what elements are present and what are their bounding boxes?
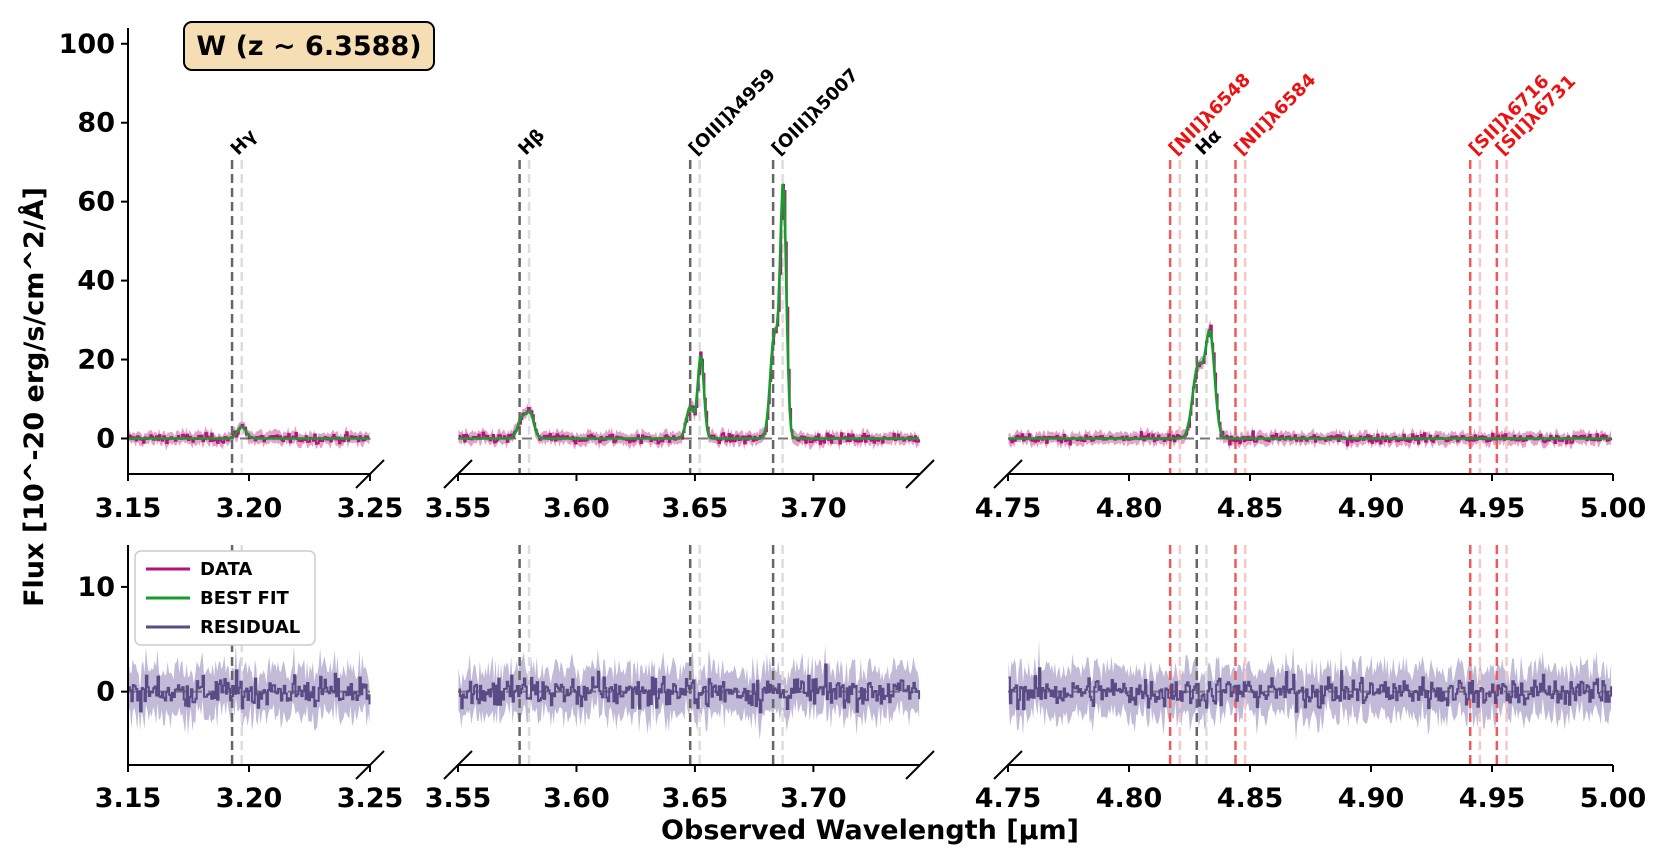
residual-error-band	[128, 643, 370, 736]
x-tick-label: 3.55	[425, 493, 492, 524]
data-error-band	[1008, 319, 1612, 451]
x-tick-label: 4.75	[975, 783, 1042, 814]
legend-label-best-fit: BEST FIT	[200, 588, 290, 609]
y-tick-label: 0	[96, 423, 115, 454]
x-tick-label: 3.15	[95, 783, 162, 814]
x-tick-label: 4.95	[1459, 783, 1526, 814]
x-tick-label: 3.60	[543, 493, 610, 524]
emission-line-label: [OIII]λ4959	[685, 65, 780, 160]
residual-series-line	[128, 669, 371, 713]
best-fit-line	[1008, 328, 1612, 440]
x-tick-label: 4.90	[1338, 493, 1405, 524]
axis-break-marker	[905, 750, 935, 780]
x-tick-label: 4.90	[1338, 783, 1405, 814]
y-tick-label: 80	[77, 108, 115, 139]
x-tick-label: 4.80	[1096, 493, 1163, 524]
spectrum-curves	[128, 183, 1613, 714]
residual-error-band	[1008, 639, 1612, 741]
legend-label-data: DATA	[200, 559, 252, 580]
axis-break-marker	[905, 459, 935, 489]
x-tick-label: 4.85	[1217, 493, 1284, 524]
legend-frame	[134, 550, 316, 646]
x-axis-title: Observed Wavelength [μm]	[661, 815, 1079, 846]
x-tick-label: 4.95	[1459, 493, 1526, 524]
x-tick-label: 3.15	[95, 493, 162, 524]
emission-line-label: Hβ	[514, 125, 549, 160]
x-tick-label: 5.00	[1580, 493, 1647, 524]
axis-break-marker	[355, 459, 385, 489]
x-tick-label: 3.60	[543, 783, 610, 814]
residual-series-line	[458, 663, 921, 714]
y-tick-label: 60	[77, 187, 115, 218]
y-tick-label: 0	[96, 677, 115, 708]
x-tick-label: 3.25	[337, 783, 404, 814]
axis-break-marker	[993, 750, 1023, 780]
legend-label-residual: RESIDUAL	[200, 617, 300, 638]
x-tick-label: 4.75	[975, 493, 1042, 524]
y-tick-label: 10	[77, 572, 115, 603]
error-bands	[128, 178, 1612, 741]
y-tick-label: 40	[77, 266, 115, 297]
axis-break-marker	[355, 750, 385, 780]
x-tick-label: 5.00	[1580, 783, 1647, 814]
x-tick-label: 4.85	[1217, 783, 1284, 814]
x-tick-label: 3.25	[337, 493, 404, 524]
x-tick-label: 3.65	[662, 783, 729, 814]
best-fit-line	[128, 425, 370, 440]
axis-break-marker	[443, 750, 473, 780]
y-axis-title: Flux [10^-20 erg/s/cm^2/Å]	[18, 187, 50, 607]
data-series-line	[1008, 324, 1613, 447]
axis-break-marker	[443, 459, 473, 489]
x-tick-label: 3.20	[216, 493, 283, 524]
x-tick-label: 3.70	[780, 493, 847, 524]
x-tick-label: 3.55	[425, 783, 492, 814]
x-tick-label: 3.70	[780, 783, 847, 814]
axis-break-marker	[993, 459, 1023, 489]
chart-title: W (z ~ 6.3588)	[196, 31, 421, 62]
x-tick-label: 3.65	[662, 493, 729, 524]
legend: DATA BEST FIT RESIDUAL	[134, 550, 316, 646]
emission-line-label: Hγ	[227, 125, 261, 159]
x-tick-label: 3.20	[216, 783, 283, 814]
residual-series-line	[1008, 667, 1613, 713]
y-tick-label: 100	[59, 29, 115, 60]
y-tick-label: 20	[77, 345, 115, 376]
title-box: W (z ~ 6.3588)	[183, 21, 435, 71]
title-box-background	[183, 21, 435, 71]
x-tick-label: 4.80	[1096, 783, 1163, 814]
best-fit-line	[458, 183, 920, 440]
emission-line-label: [OIII]λ5007	[768, 65, 863, 160]
